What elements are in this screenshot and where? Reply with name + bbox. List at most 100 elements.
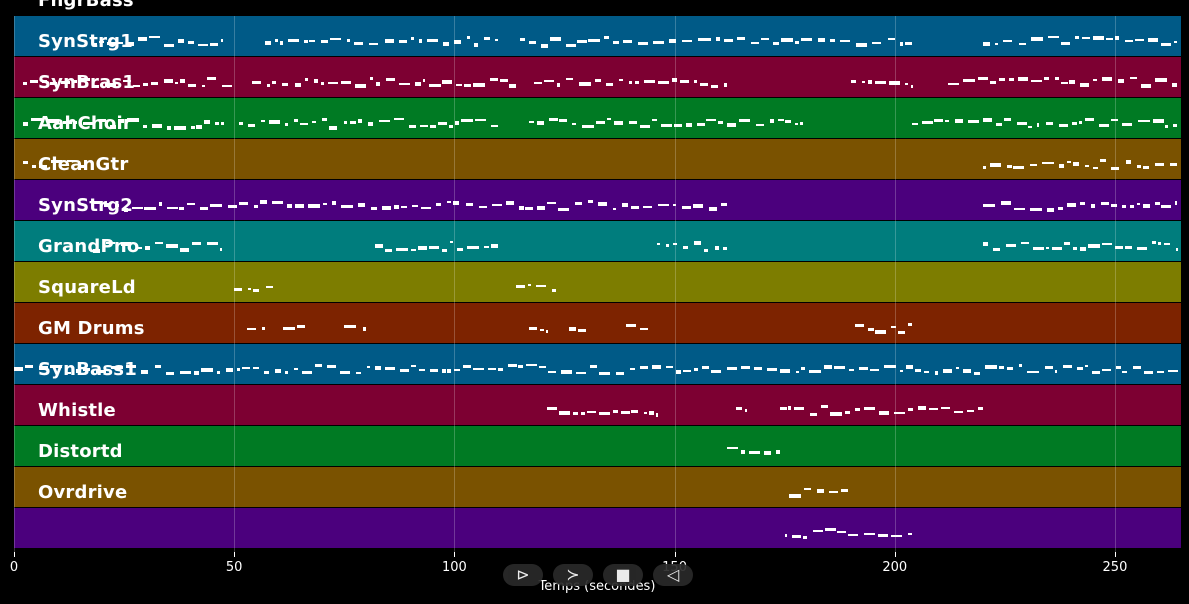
note-mark [236,368,240,371]
note-mark [616,372,625,375]
note-mark [907,408,914,411]
note-mark [117,42,123,44]
note-mark [538,366,547,368]
note-mark [751,42,759,44]
note-mark [963,79,975,82]
note-mark [911,85,913,88]
note-mark [557,83,561,87]
note-mark [586,411,597,413]
note-mark [518,206,525,210]
note-mark [484,37,490,40]
track-label: SynStrg1 [38,31,133,52]
note-mark [105,242,116,244]
note-mark [50,160,62,163]
note-mark [657,81,670,84]
note-mark [1079,202,1086,205]
note-mark [220,39,223,42]
note-mark [809,413,818,416]
note-mark [252,367,260,369]
note-mark [575,372,587,374]
note-mark [527,284,532,286]
note-mark [495,39,499,41]
note-mark [727,123,736,127]
note-mark [191,242,202,245]
note-mark [1078,121,1083,124]
note-mark [309,40,316,42]
note-mark [537,206,545,210]
note-mark [848,534,858,536]
note-mark [177,39,185,43]
note-mark [1088,244,1100,248]
note-mark [293,368,298,370]
x-tick-mark [674,552,676,557]
note-mark [697,123,705,126]
note-mark [322,203,327,205]
stop-icon: ■ [615,565,631,584]
note-mark [673,204,677,206]
note-mark [67,160,75,162]
note-mark [1047,36,1060,38]
note-mark [1046,247,1049,249]
note-mark [73,121,78,124]
note-mark [465,203,473,206]
note-mark [450,241,454,243]
note-mark [793,407,805,410]
grid-line [14,16,15,552]
forward-button[interactable]: ≻ [553,564,593,586]
note-mark [603,36,610,39]
note-mark [722,247,728,250]
note-mark [655,413,658,417]
note-mark [1028,126,1033,128]
note-mark [634,81,639,84]
note-mark [379,120,391,122]
note-mark [578,329,587,332]
note-mark [668,39,677,43]
note-mark [398,83,410,85]
note-mark [83,368,90,371]
note-mark [1017,77,1028,81]
note-mark [529,327,538,330]
note-mark [98,119,106,122]
note-mark [262,327,265,330]
note-mark [823,365,832,369]
note-mark [1093,79,1098,81]
track-row [14,385,1181,425]
note-mark [714,246,719,250]
note-mark [193,371,200,375]
play-button[interactable]: ⊳ [503,564,543,586]
note-mark [107,42,116,45]
note-mark [294,204,304,208]
note-mark [144,246,150,250]
note-mark [500,79,508,82]
note-mark [613,208,616,210]
note-mark [947,83,959,85]
note-mark [945,120,949,122]
note-mark [788,406,792,410]
note-mark [934,119,943,122]
note-mark [1085,165,1090,167]
note-mark [1063,242,1071,245]
note-mark [1058,207,1063,210]
note-mark [887,38,896,40]
note-mark [275,39,279,42]
note-mark [656,243,661,245]
note-mark [984,365,997,369]
note-mark [905,42,912,45]
note-mark [22,122,28,126]
note-mark [362,327,367,331]
note-mark [1004,118,1012,121]
note-mark [795,371,800,373]
note-mark [201,85,206,87]
note-mark [166,126,172,130]
note-mark [490,78,499,81]
note-mark [557,208,570,211]
note-mark [1130,205,1134,208]
stop-button[interactable]: ■ [603,564,643,586]
note-mark [1055,77,1060,80]
note-mark [174,126,187,130]
note-mark [721,203,728,206]
back-button[interactable]: ◁ [653,564,693,586]
note-mark [862,81,866,83]
note-mark [666,366,673,368]
note-mark [995,43,999,45]
